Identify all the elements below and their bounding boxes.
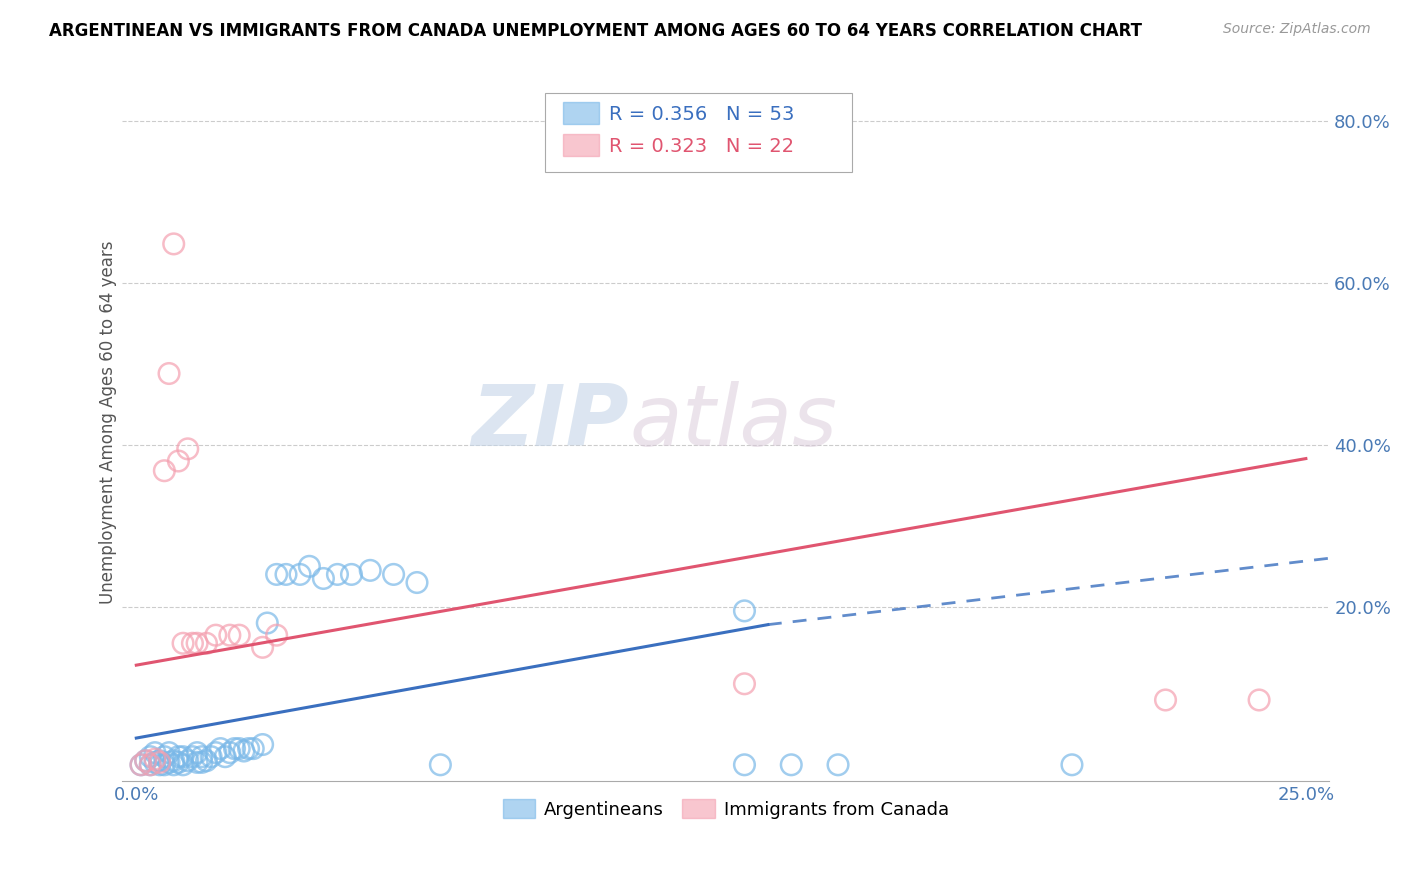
Point xyxy=(149,756,172,770)
Point xyxy=(167,749,190,764)
Point xyxy=(157,756,180,770)
Point xyxy=(143,746,166,760)
Point xyxy=(149,754,172,768)
Point xyxy=(191,749,214,764)
Point xyxy=(298,559,321,574)
Point xyxy=(181,749,204,764)
Point xyxy=(167,454,190,468)
Point xyxy=(157,746,180,760)
Point xyxy=(1249,693,1271,707)
Point xyxy=(139,749,162,764)
Point xyxy=(186,746,208,760)
Point xyxy=(191,756,214,770)
Point xyxy=(129,757,152,772)
Point xyxy=(733,677,755,691)
Text: R = 0.356   N = 53: R = 0.356 N = 53 xyxy=(609,105,794,124)
Point xyxy=(143,752,166,766)
Text: atlas: atlas xyxy=(630,381,837,464)
Text: Source: ZipAtlas.com: Source: ZipAtlas.com xyxy=(1223,22,1371,37)
FancyBboxPatch shape xyxy=(562,102,599,124)
Point xyxy=(232,744,254,758)
Text: ARGENTINEAN VS IMMIGRANTS FROM CANADA UNEMPLOYMENT AMONG AGES 60 TO 64 YEARS COR: ARGENTINEAN VS IMMIGRANTS FROM CANADA UN… xyxy=(49,22,1142,40)
Point xyxy=(429,757,451,772)
Point xyxy=(157,367,180,381)
Point xyxy=(1060,757,1083,772)
Point xyxy=(359,563,381,577)
FancyBboxPatch shape xyxy=(544,93,852,171)
Point xyxy=(218,628,240,642)
Point xyxy=(195,754,218,768)
Point xyxy=(153,757,176,772)
Point xyxy=(153,749,176,764)
Point xyxy=(143,756,166,770)
Point xyxy=(242,741,264,756)
Point xyxy=(153,464,176,478)
Point xyxy=(382,567,405,582)
Text: ZIP: ZIP xyxy=(471,381,630,464)
Point xyxy=(228,741,250,756)
Point xyxy=(177,442,200,456)
Point xyxy=(149,757,172,772)
Point xyxy=(780,757,803,772)
Point xyxy=(326,567,349,582)
Point xyxy=(135,754,157,768)
Point xyxy=(218,746,240,760)
Point xyxy=(312,572,335,586)
Point xyxy=(274,567,297,582)
Point xyxy=(195,636,218,650)
Point xyxy=(266,628,288,642)
Point xyxy=(228,628,250,642)
Point xyxy=(340,567,363,582)
Point xyxy=(733,757,755,772)
Point xyxy=(266,567,288,582)
Point xyxy=(252,640,274,655)
Point xyxy=(733,604,755,618)
Point xyxy=(224,741,246,756)
Point xyxy=(163,757,186,772)
Point xyxy=(1154,693,1177,707)
Legend: Argentineans, Immigrants from Canada: Argentineans, Immigrants from Canada xyxy=(495,792,956,826)
Point xyxy=(200,749,222,764)
Point xyxy=(214,749,236,764)
Point xyxy=(172,636,194,650)
Y-axis label: Unemployment Among Ages 60 to 64 years: Unemployment Among Ages 60 to 64 years xyxy=(100,241,117,604)
Point xyxy=(288,567,311,582)
Point xyxy=(209,741,232,756)
Point xyxy=(181,636,204,650)
Text: R = 0.323   N = 22: R = 0.323 N = 22 xyxy=(609,137,794,156)
Point xyxy=(135,754,157,768)
Point xyxy=(186,756,208,770)
Point xyxy=(167,756,190,770)
Point xyxy=(238,741,260,756)
Point xyxy=(139,757,162,772)
Point xyxy=(204,746,226,760)
Point xyxy=(163,754,186,768)
Point xyxy=(252,738,274,752)
Point xyxy=(172,749,194,764)
Point xyxy=(186,636,208,650)
Point xyxy=(406,575,429,590)
Point xyxy=(827,757,849,772)
Point xyxy=(139,757,162,772)
Point xyxy=(204,628,226,642)
Point xyxy=(256,615,278,630)
Point xyxy=(172,757,194,772)
Point xyxy=(129,757,152,772)
FancyBboxPatch shape xyxy=(562,135,599,156)
Point xyxy=(163,236,186,251)
Point xyxy=(177,754,200,768)
